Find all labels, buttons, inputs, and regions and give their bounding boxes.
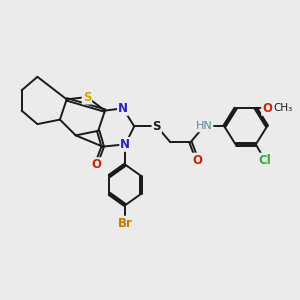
Text: N: N [120, 138, 130, 151]
Text: S: S [83, 91, 91, 103]
Text: N: N [118, 102, 128, 115]
Text: Br: Br [118, 217, 133, 230]
Text: S: S [152, 120, 161, 133]
Text: CH₃: CH₃ [273, 103, 292, 113]
Text: HN: HN [196, 122, 212, 131]
Text: O: O [262, 102, 272, 115]
Text: O: O [192, 154, 202, 166]
Text: Cl: Cl [259, 154, 271, 166]
Text: O: O [91, 158, 101, 171]
